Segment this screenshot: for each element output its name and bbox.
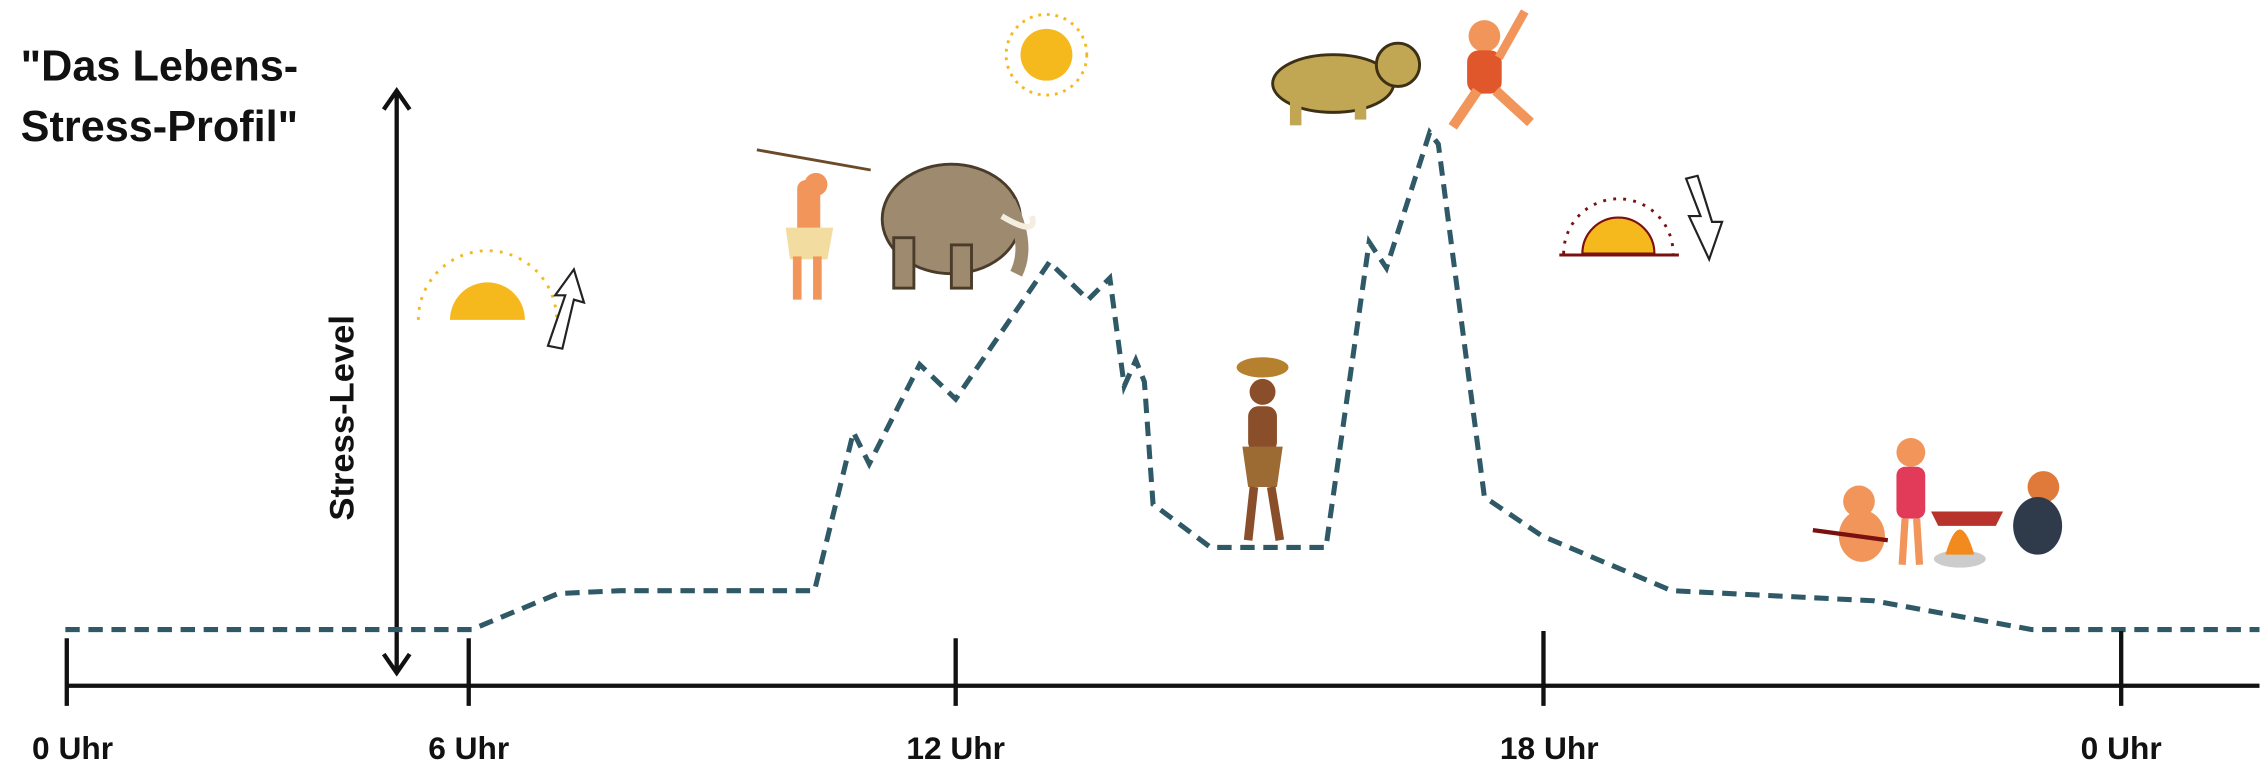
gatherer	[1237, 357, 1289, 540]
sabertooth-chase	[1273, 12, 1531, 127]
title-line: Stress-Profil"	[21, 103, 298, 151]
campfire-scene	[1813, 438, 2062, 568]
y-axis-label: Stress-Level	[323, 315, 361, 521]
x-tick-label: 0 Uhr	[32, 730, 113, 765]
stress-line	[65, 133, 2259, 630]
x-tick-label: 6 Uhr	[428, 730, 509, 765]
page: "Das Lebens- Stress-Profil" Stress-Level…	[0, 0, 2260, 765]
stress-profile-diagram: "Das Lebens- Stress-Profil" Stress-Level…	[0, 0, 2260, 765]
title-line: "Das Lebens-	[21, 43, 298, 91]
y-axis-arrow	[384, 91, 410, 673]
sun-noon	[1006, 14, 1087, 95]
mammoth-hunt	[757, 150, 1033, 300]
sun-rising	[418, 251, 584, 349]
sun-setting	[1559, 176, 1722, 260]
x-tick-label: 18 Uhr	[1500, 730, 1599, 765]
x-tick-label: 0 Uhr	[2081, 730, 2162, 765]
x-tick-label: 12 Uhr	[906, 730, 1005, 765]
